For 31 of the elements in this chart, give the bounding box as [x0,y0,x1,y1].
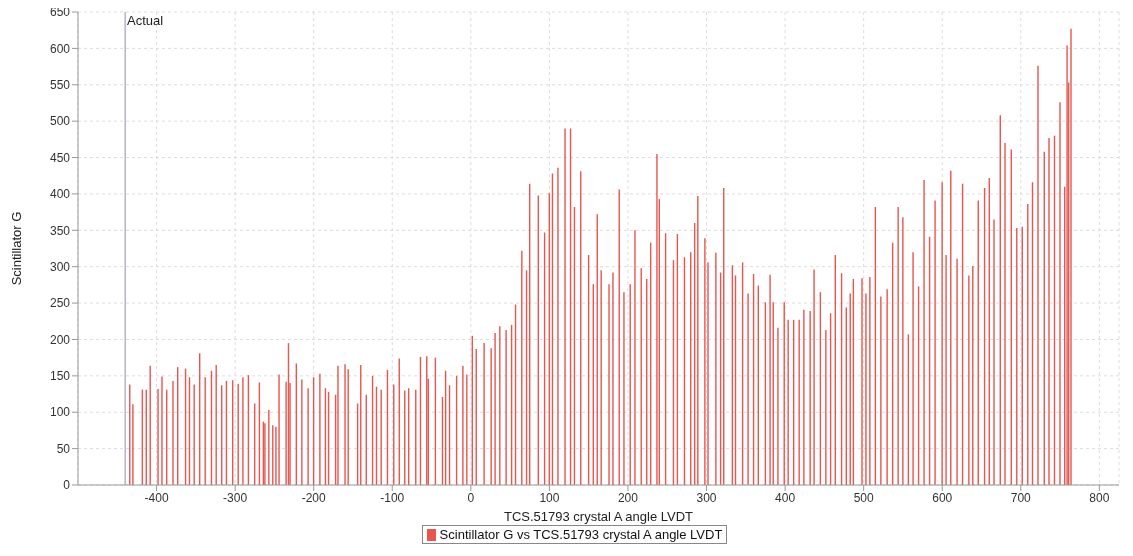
y-tick-label: 450 [49,150,71,165]
x-tick-label: -200 [301,490,327,505]
y-tick-label: 550 [49,78,71,93]
x-tick-label: 700 [1010,490,1032,505]
y-tick-label: 500 [49,114,71,129]
x-tick-label: 800 [1089,490,1110,505]
y-tick-label: 650 [49,5,71,20]
y-tick-label: 100 [49,405,71,420]
y-tick-label: 350 [49,223,71,238]
y-tick-label: 0 [63,478,71,493]
y-tick-label: 400 [49,187,71,202]
y-tick-label: 300 [49,259,71,274]
legend-label: Scintillator G vs TCS.51793 crystal A angle LVDT [438,527,723,542]
y-tick-label: 150 [49,369,71,384]
y-tick-label: 250 [49,296,71,311]
x-tick-label: -100 [380,490,405,505]
y-tick-label: 50 [56,441,71,456]
x-tick-label: 0 [467,490,475,505]
y-axis-title: Scintillator G [8,211,24,286]
x-tick-label: 300 [696,490,717,505]
x-tick-label: 200 [617,490,639,505]
y-tick-label: 200 [49,332,71,347]
x-tick-label: 600 [932,490,953,505]
x-tick-label: -400 [144,490,169,505]
x-tick-label: 400 [775,490,796,505]
x-tick-label: 500 [853,490,874,505]
x-axis-title: TCS.51793 crystal A angle LVDT [503,509,694,524]
x-tick-label: -300 [223,490,248,505]
x-tick-label: 100 [539,490,560,505]
ref-line-label: Actual [127,13,164,29]
y-tick-label: 600 [49,41,71,56]
